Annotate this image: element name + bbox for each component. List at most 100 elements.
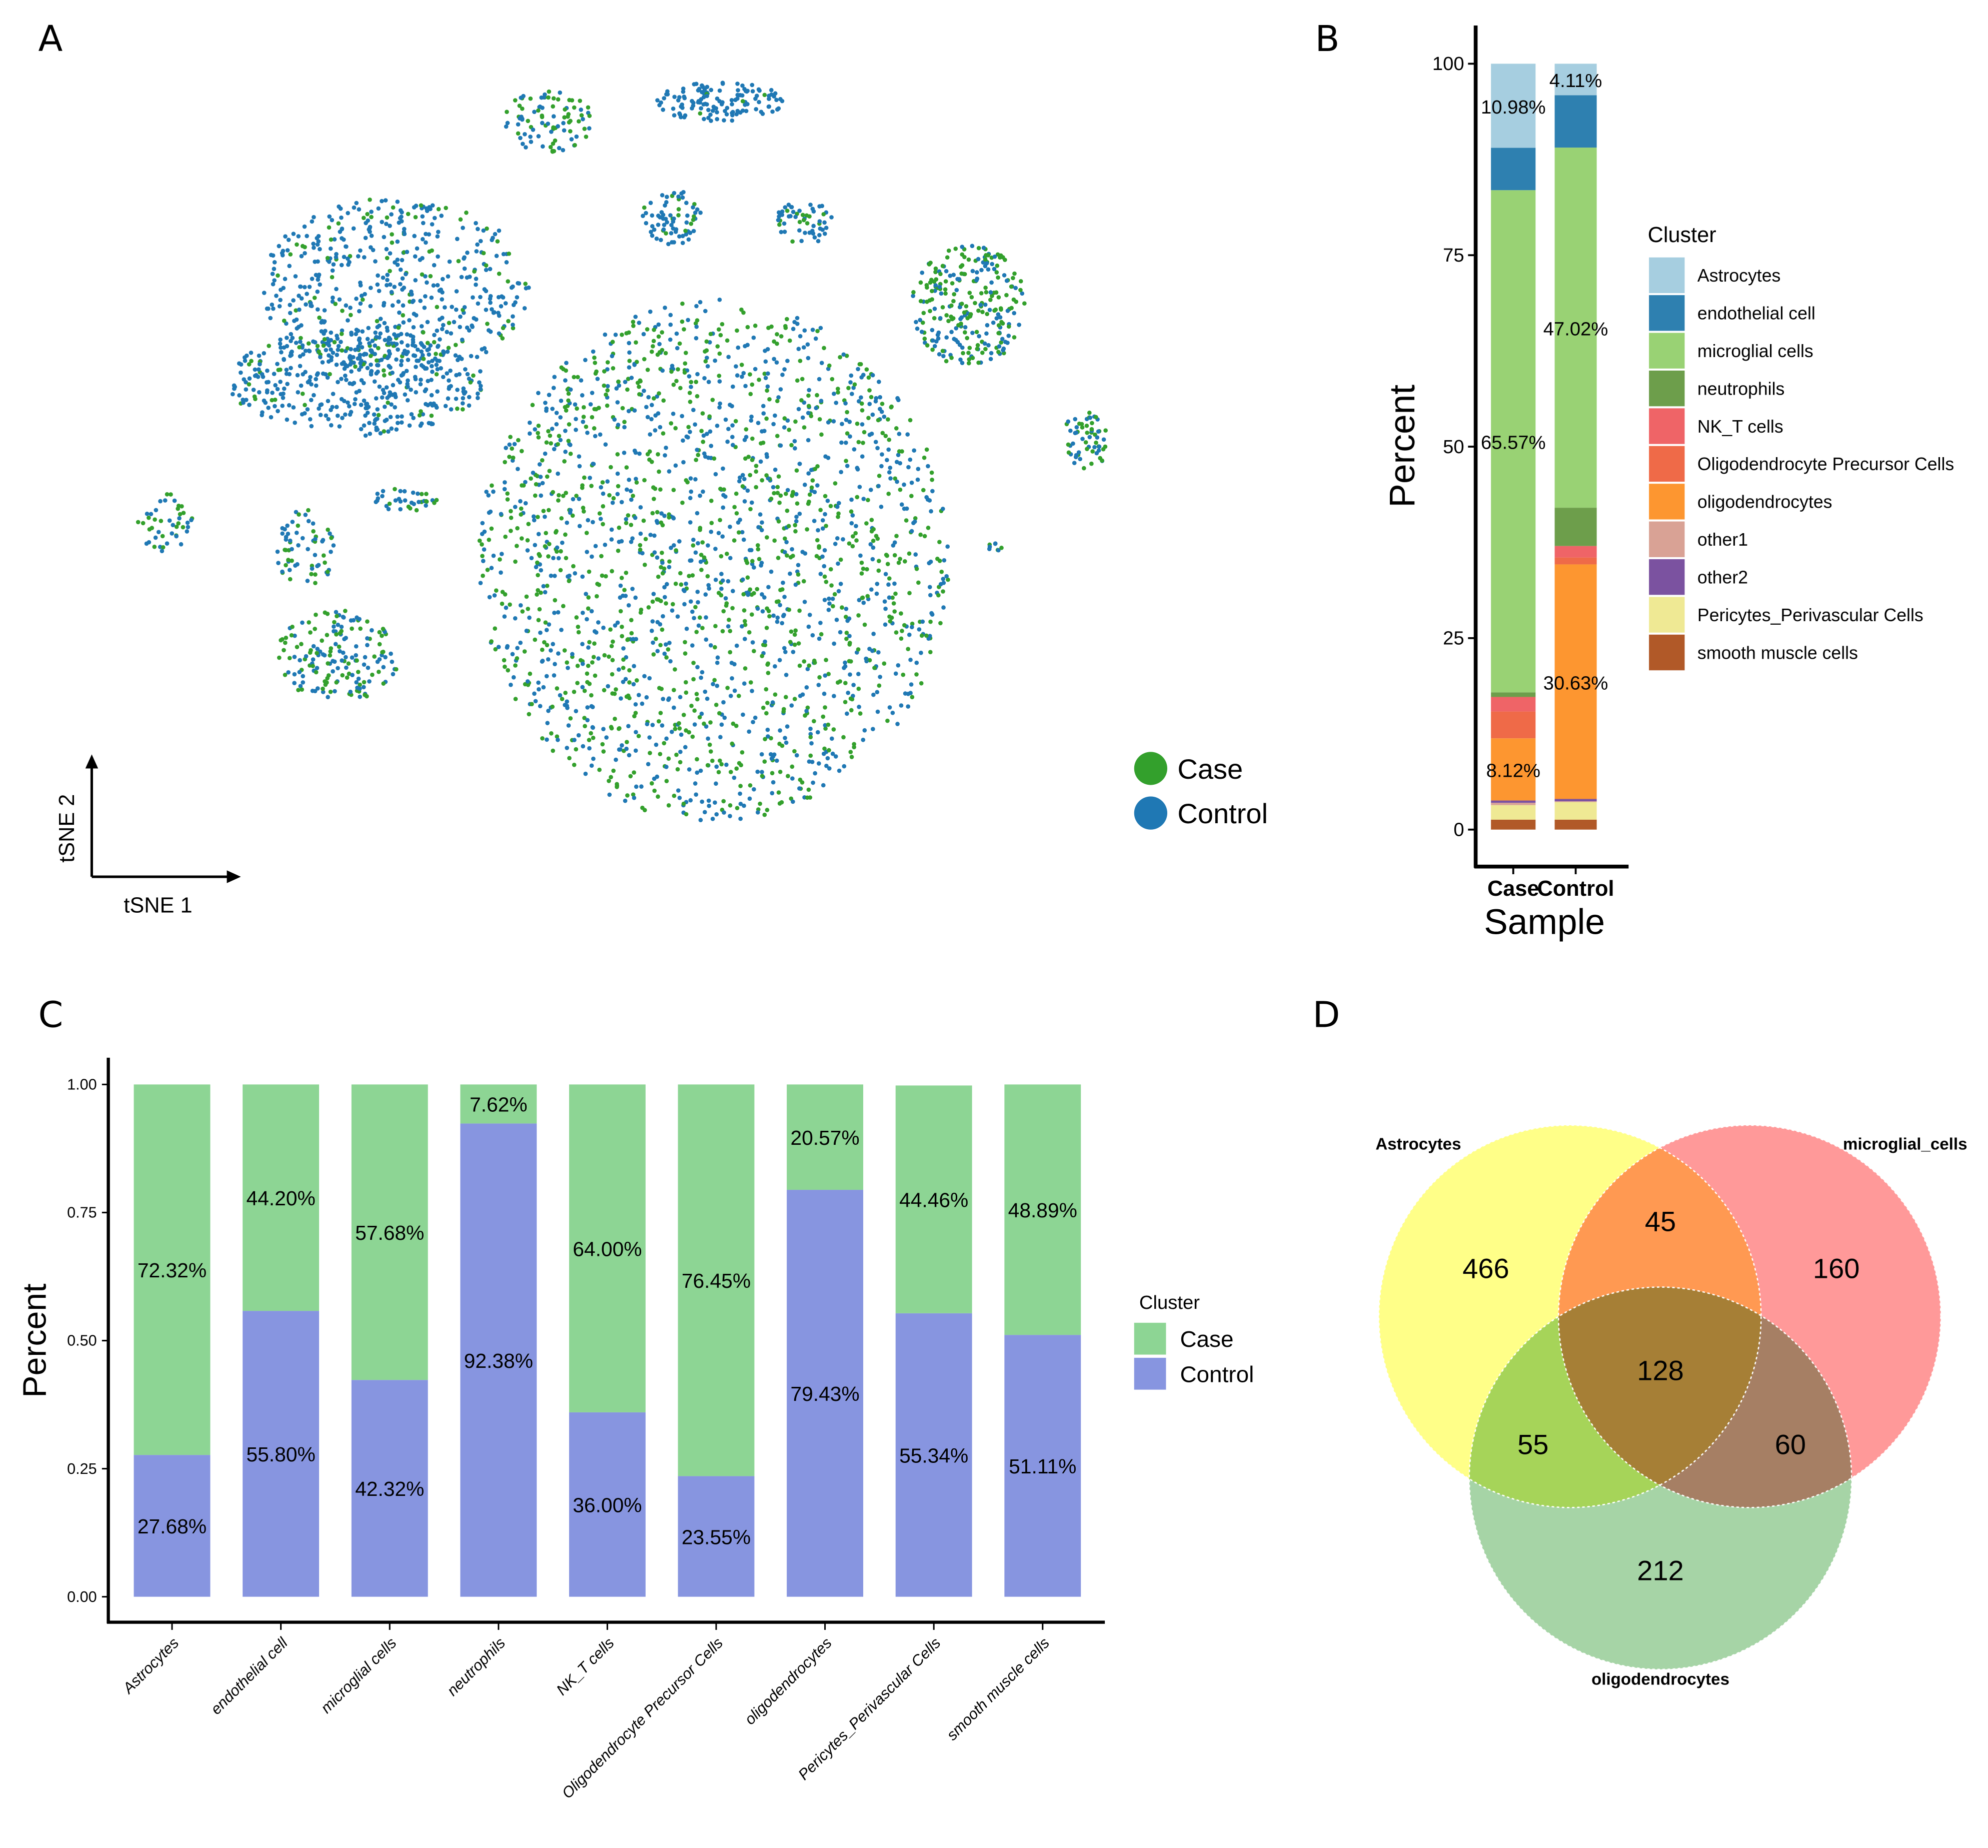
point-control <box>325 375 330 380</box>
point-control <box>645 415 650 420</box>
point-control <box>527 615 532 620</box>
point-case <box>896 560 901 565</box>
point-control <box>488 300 493 305</box>
point-case <box>511 455 516 460</box>
point-control <box>287 403 292 408</box>
point-case <box>721 609 726 614</box>
point-control <box>873 399 878 404</box>
point-case <box>776 556 781 560</box>
point-control <box>675 614 680 619</box>
point-case <box>748 783 753 788</box>
point-control <box>556 471 560 476</box>
point-control <box>278 380 283 384</box>
point-case <box>592 426 597 431</box>
point-control <box>634 477 638 481</box>
point-control <box>295 326 300 331</box>
point-control <box>292 319 297 323</box>
point-control <box>409 412 414 417</box>
point-control <box>406 358 411 362</box>
point-control <box>590 391 595 395</box>
point-control <box>713 800 717 805</box>
point-case <box>587 738 592 742</box>
point-control <box>650 619 655 624</box>
point-control <box>387 349 392 354</box>
point-case <box>855 421 860 426</box>
point-control <box>316 234 321 239</box>
point-control <box>346 400 350 405</box>
point-case <box>642 357 647 362</box>
point-control <box>288 303 293 308</box>
point-control <box>704 637 709 642</box>
point-control <box>588 402 593 407</box>
point-control <box>707 586 712 591</box>
point-control <box>589 554 594 559</box>
point-control <box>367 421 372 426</box>
point-control <box>424 280 429 285</box>
point-control <box>738 791 742 796</box>
point-control <box>896 398 901 403</box>
point-control <box>785 724 790 729</box>
point-case <box>472 269 477 274</box>
point-case <box>744 558 749 563</box>
point-control <box>314 377 318 382</box>
point-case <box>667 515 672 520</box>
point-case <box>716 770 721 775</box>
point-case <box>848 750 853 754</box>
point-control <box>251 388 256 392</box>
point-control <box>840 422 844 427</box>
point-case <box>682 327 686 332</box>
point-case <box>861 566 866 571</box>
point-control <box>753 715 758 720</box>
point-case <box>520 609 525 614</box>
point-case <box>718 333 723 338</box>
point-control <box>486 493 491 498</box>
point-control <box>777 658 782 663</box>
point-control <box>855 467 860 472</box>
point-control <box>405 382 410 387</box>
point-control <box>525 548 530 553</box>
point-control <box>405 332 410 337</box>
point-control <box>648 309 653 314</box>
point-control <box>576 733 581 738</box>
point-case <box>511 326 516 331</box>
point-control <box>357 207 362 212</box>
point-control <box>869 587 874 592</box>
point-case <box>526 682 531 687</box>
point-control <box>708 429 713 434</box>
point-case <box>793 529 798 534</box>
point-control <box>395 414 400 419</box>
point-control <box>694 304 699 309</box>
point-control <box>408 333 413 338</box>
point-control <box>645 722 650 727</box>
point-case <box>767 614 772 619</box>
point-control <box>424 366 429 371</box>
point-case <box>624 465 629 470</box>
point-control <box>837 768 842 773</box>
point-control <box>703 592 708 597</box>
point-control <box>629 497 634 502</box>
point-control <box>794 519 799 524</box>
point-case <box>823 494 828 499</box>
point-case <box>526 522 531 527</box>
point-case <box>775 491 780 495</box>
point-case <box>563 405 568 410</box>
point-control <box>442 305 447 310</box>
point-case <box>666 647 671 652</box>
point-case <box>590 660 595 665</box>
point-control <box>531 470 536 475</box>
point-control <box>265 388 270 393</box>
point-control <box>703 454 708 459</box>
point-control <box>825 756 830 761</box>
point-control <box>747 796 752 801</box>
point-case <box>660 571 665 576</box>
point-case <box>715 344 720 349</box>
point-control <box>425 320 430 325</box>
point-control <box>324 348 329 353</box>
point-case <box>489 526 494 531</box>
point-case <box>581 509 586 514</box>
point-control <box>694 324 699 329</box>
point-case <box>444 206 448 211</box>
point-case <box>830 377 835 382</box>
point-control <box>689 489 694 494</box>
